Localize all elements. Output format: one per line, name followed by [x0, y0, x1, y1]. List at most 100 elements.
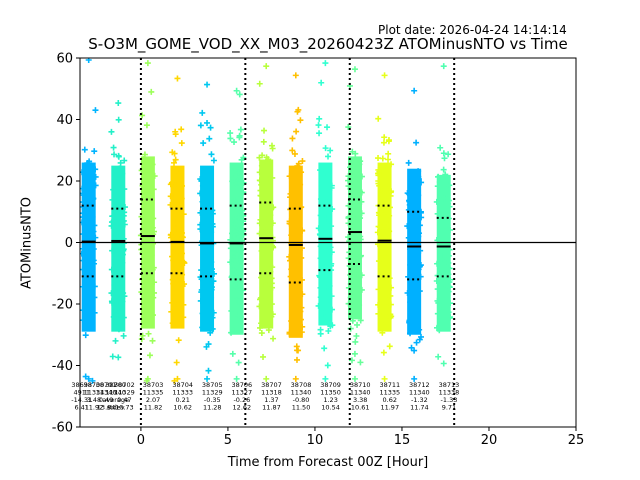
scatter-point: [357, 236, 364, 243]
stat-line: 11329: [114, 389, 135, 397]
scatter-point: [172, 156, 179, 163]
scatter-point: [91, 283, 98, 290]
scatter-point: [298, 276, 305, 283]
scatter-point: [434, 183, 441, 190]
scatter-point: [234, 296, 241, 303]
scatter-point: [317, 167, 324, 174]
scatter-point: [351, 375, 358, 382]
scatter-point: [119, 298, 126, 305]
scatter-point: [256, 154, 263, 161]
scatter-point: [292, 375, 299, 382]
scatter-point: [173, 182, 180, 189]
scatter-point: [296, 292, 303, 299]
scatter-point: [287, 257, 294, 264]
stat-line: 11346: [96, 389, 117, 397]
scatter-point: [142, 164, 149, 171]
stat-line: 11.97: [380, 404, 399, 412]
stat-line: 9.71: [442, 404, 456, 412]
scatter-point: [197, 221, 204, 228]
scatter-point: [297, 117, 304, 124]
scatter-point: [264, 196, 271, 203]
scatter-point: [293, 128, 300, 135]
scatter-point: [121, 157, 128, 164]
scatter-point: [267, 262, 274, 269]
scatter-point: [233, 280, 240, 287]
stat-line: stdev: [107, 404, 125, 412]
scatter-point: [321, 345, 328, 352]
scatter-point: [296, 270, 303, 277]
scatter-point: [328, 249, 335, 256]
stat-line: 0.21: [175, 396, 189, 404]
scatter-point: [380, 349, 387, 356]
scatter-point: [404, 289, 411, 296]
scatter-point: [108, 219, 115, 226]
scatter-point: [178, 216, 185, 223]
scatter-point: [385, 156, 392, 163]
x-tick-label: 15: [394, 433, 411, 448]
scatter-point: [139, 112, 146, 119]
scatter-point: [109, 353, 116, 360]
scatter-point: [172, 128, 179, 135]
scatter-point: [115, 279, 122, 286]
scatter-point: [407, 330, 414, 337]
scatter-point: [445, 151, 452, 158]
stat-line: 11327: [232, 389, 253, 397]
scatter-point: [146, 210, 153, 217]
scatter-point: [383, 263, 390, 270]
stat-line: -0.35: [204, 396, 221, 404]
scatter-point: [209, 325, 216, 332]
scatter-point: [150, 294, 157, 301]
scatter-point: [177, 260, 184, 267]
scatter-point: [258, 181, 265, 188]
scatter-point: [435, 353, 442, 360]
scatter-point: [146, 274, 153, 281]
scatter-point: [119, 190, 126, 197]
stat-line: average: [102, 396, 129, 404]
stat-label-4: 38702 11329 0.47 10.73: [114, 381, 135, 412]
scatter-point: [199, 229, 206, 236]
scatter-point: [120, 247, 127, 254]
scatter-point: [231, 221, 238, 228]
y-tick-label: -60: [52, 421, 73, 436]
scatter-point: [148, 88, 155, 95]
scatter-point: [84, 171, 91, 178]
scatter-point: [291, 186, 298, 193]
scatter-point: [85, 58, 92, 63]
scatter-point: [172, 225, 179, 232]
scatter-point: [114, 192, 121, 199]
data-bin-6: [256, 63, 277, 382]
scatter-point: [139, 249, 146, 256]
stat-line: 6.41: [74, 404, 88, 412]
scatter-point: [148, 222, 155, 229]
scatter-point: [436, 327, 443, 334]
scatter-point: [444, 269, 451, 276]
scatter-point: [82, 217, 89, 224]
scatter-point: [269, 284, 276, 291]
scatter-point: [413, 278, 420, 285]
scatter-point: [256, 230, 263, 237]
scatter-point: [408, 207, 415, 214]
scatter-point: [112, 197, 119, 204]
scatter-point: [199, 310, 206, 317]
stat-line: 13.84: [97, 404, 116, 412]
x-tick-label: 25: [568, 433, 585, 448]
stat-line: 11.92: [85, 404, 104, 412]
scatter-point: [260, 286, 267, 293]
scatter-point: [108, 266, 115, 273]
scatter-point: [446, 182, 453, 189]
scatter-point: [318, 247, 325, 254]
scatter-point: [322, 145, 329, 152]
scatter-point: [410, 262, 417, 269]
scatter-point: [446, 284, 453, 291]
scatter-point: [387, 301, 394, 308]
scatter-point: [117, 230, 124, 237]
scatter-point: [446, 246, 453, 253]
scatter-point: [439, 176, 446, 183]
scatter-point: [143, 206, 150, 213]
scatter-point: [288, 232, 295, 239]
stat-line: 38710: [350, 381, 371, 389]
scatter-point: [233, 273, 240, 280]
scatter-point: [207, 183, 214, 190]
scatter-point: [379, 225, 386, 232]
scatter-point: [118, 244, 125, 251]
